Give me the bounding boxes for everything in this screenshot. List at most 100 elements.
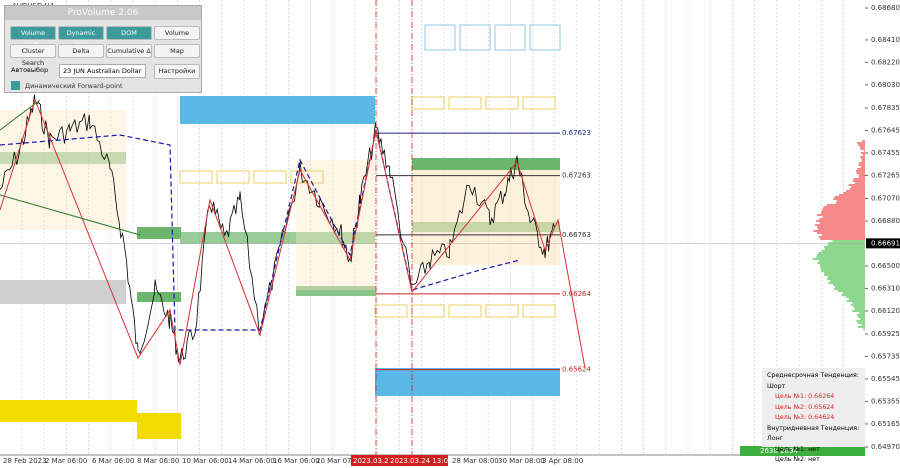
volume-bar bbox=[836, 200, 865, 202]
volume-bar bbox=[861, 158, 865, 160]
checkbox[interactable]: Автовыбор bbox=[11, 66, 49, 74]
volume-bar bbox=[833, 284, 865, 286]
forward-toggle[interactable]: Динамический Forward-point bbox=[25, 82, 123, 90]
volume-bar bbox=[814, 224, 865, 226]
volume-bar bbox=[841, 294, 865, 296]
instrument-field[interactable]: 23 JUN Australian Dollar bbox=[59, 64, 146, 78]
zone bbox=[448, 304, 482, 318]
volume-bar bbox=[845, 296, 865, 298]
volume-bar bbox=[827, 276, 865, 278]
button[interactable]: Cumulative Δ bbox=[106, 44, 152, 58]
volume-bar bbox=[858, 316, 865, 318]
zigzag-red bbox=[0, 98, 586, 369]
button[interactable]: Настройки bbox=[154, 64, 200, 79]
price-label: 0.67835 bbox=[871, 104, 900, 112]
volume-bar bbox=[816, 214, 865, 216]
marker-bg bbox=[351, 455, 391, 466]
button[interactable]: Volume bbox=[154, 26, 200, 40]
time-marker: 2023.03.22 bbox=[353, 457, 393, 465]
volume-bar bbox=[860, 166, 865, 168]
provolume-panel: ProVolume 2.06 Volume Profile Dynamic PO… bbox=[4, 5, 202, 93]
volume-bar bbox=[834, 196, 865, 198]
volume-bar bbox=[843, 192, 865, 194]
volume-bar bbox=[819, 264, 865, 266]
price-label: 0.66500 bbox=[871, 262, 900, 270]
volume-bar bbox=[828, 242, 865, 244]
time-label: 20 Mar 07:00 bbox=[316, 457, 363, 465]
volume-bar bbox=[827, 244, 865, 246]
volume-bar bbox=[817, 226, 865, 228]
volume-bar bbox=[857, 168, 865, 170]
volume-bar bbox=[846, 300, 865, 302]
volume-bar bbox=[833, 198, 865, 200]
button[interactable]: Cluster Search bbox=[10, 44, 56, 67]
volume-bar bbox=[819, 260, 865, 262]
price-label: 0.66880 bbox=[871, 217, 900, 225]
volume-bar bbox=[827, 278, 865, 280]
button[interactable]: DOM bbox=[106, 26, 152, 40]
zigzag-blue bbox=[0, 129, 521, 331]
info-line: Цель №1: 0.66264 bbox=[775, 393, 835, 400]
volume-bar bbox=[848, 184, 865, 186]
zone bbox=[374, 304, 408, 318]
volume-bar bbox=[862, 140, 865, 142]
volume-bar bbox=[852, 180, 865, 182]
volume-bar bbox=[835, 202, 865, 204]
level-label: 0.65624 bbox=[562, 366, 591, 374]
info-line: Среднесрочная Тенденция: Шорт bbox=[767, 372, 859, 390]
time-label: 8 Mar 06:00 bbox=[137, 457, 179, 465]
zone bbox=[494, 24, 526, 51]
volume-bar bbox=[851, 186, 865, 188]
price-line bbox=[0, 94, 555, 363]
zone bbox=[529, 24, 561, 51]
volume-bar bbox=[818, 252, 865, 254]
volume-bar bbox=[859, 312, 865, 314]
zone bbox=[522, 304, 556, 318]
volume-bar bbox=[861, 160, 865, 162]
price-label: 0.65165 bbox=[871, 420, 900, 428]
button[interactable]: Delta bbox=[58, 44, 104, 58]
price-label: 0.67265 bbox=[871, 171, 900, 179]
price-label: 0.65545 bbox=[871, 375, 900, 383]
zone bbox=[137, 292, 181, 302]
button[interactable]: Dynamic POC bbox=[58, 26, 104, 49]
time-label: 28 Feb 2023 bbox=[3, 457, 47, 465]
current-bg bbox=[866, 238, 900, 249]
zone bbox=[448, 96, 482, 110]
zone bbox=[459, 24, 491, 51]
volume-bar bbox=[842, 292, 865, 294]
time-label: 2 Mar 06:00 bbox=[45, 457, 87, 465]
time-label: 28 Mar 08:00 bbox=[452, 457, 499, 465]
volume-bar bbox=[816, 256, 865, 258]
price-label: 0.65925 bbox=[871, 330, 900, 338]
price-label: 0.66120 bbox=[871, 307, 900, 315]
volume-bar bbox=[854, 308, 865, 310]
volume-bar bbox=[859, 146, 865, 148]
volume-bar bbox=[819, 218, 865, 220]
time-label: 6 Mar 06:00 bbox=[92, 457, 134, 465]
volume-bar bbox=[839, 194, 865, 196]
info-line: Цель №1: нет bbox=[775, 445, 820, 453]
volume-bar bbox=[856, 172, 865, 174]
price-label: 0.64970 bbox=[871, 443, 900, 451]
volume-bar bbox=[830, 280, 865, 282]
button[interactable]: Map bbox=[154, 44, 200, 58]
zone bbox=[412, 158, 560, 170]
info-box: Среднесрочная Тенденция: Шорт Цель №1: 0… bbox=[762, 368, 865, 463]
zone bbox=[0, 152, 126, 164]
volume-bar bbox=[860, 156, 865, 158]
volume-bar bbox=[821, 212, 865, 214]
volume-bar bbox=[838, 290, 865, 292]
time-marker: 2023.03.24 13:00 bbox=[390, 457, 452, 465]
volume-bar bbox=[853, 178, 865, 180]
time-label: 3 Apr 08:00 bbox=[542, 457, 583, 465]
button[interactable]: Volume Profile bbox=[10, 26, 56, 49]
time-label: 10 Mar 06:00 bbox=[182, 457, 229, 465]
zone bbox=[180, 96, 375, 124]
price-label: 0.65735 bbox=[871, 352, 900, 360]
volume-bar bbox=[853, 306, 865, 308]
zone bbox=[137, 413, 181, 439]
trend-line bbox=[0, 99, 41, 131]
volume-bar bbox=[821, 268, 865, 270]
volume-bar bbox=[855, 170, 865, 172]
